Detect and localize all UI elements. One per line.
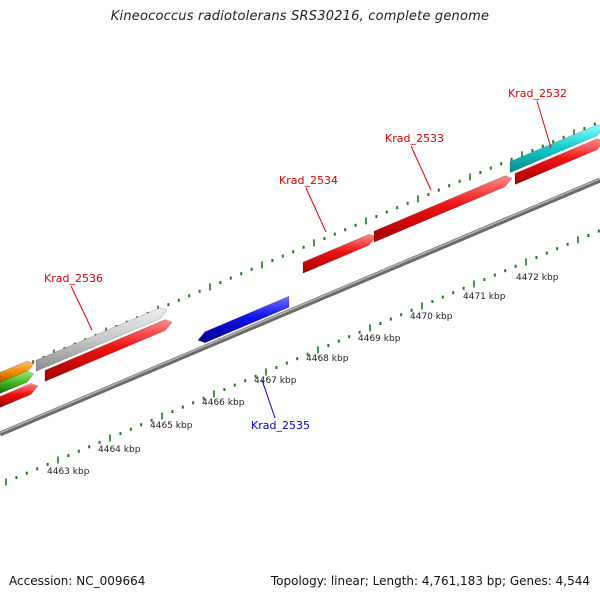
gene-features: [0, 124, 600, 408]
scale-label: 4471 kbp: [463, 292, 506, 302]
scale-label: 4466 kbp: [202, 398, 245, 408]
callout-line-krad-2532: [536, 100, 552, 149]
gene-label[interactable]: Krad_2533: [385, 132, 444, 145]
map-title: Kineococcus radiotolerans SRS30216, comp…: [110, 9, 490, 24]
scale-label: 4468 kbp: [306, 354, 349, 364]
gene-arrow[interactable]: [0, 360, 35, 384]
scale-label: 4463 kbp: [47, 467, 90, 477]
gene-arrow[interactable]: [0, 370, 35, 394]
gene-arrow[interactable]: [197, 295, 290, 344]
scale-label: 4470 kbp: [410, 312, 453, 322]
gene-arrow[interactable]: [302, 233, 377, 274]
callout-line-krad-2534: [305, 187, 327, 233]
accession-text: Accession: NC_009664: [9, 574, 146, 588]
genome-backbone-highlight: [0, 178, 600, 434]
scale-label: 4472 kbp: [516, 273, 559, 283]
gene-arrow[interactable]: [514, 138, 600, 185]
callout-line-krad-2533: [410, 145, 432, 191]
gene-label[interactable]: Krad_2534: [279, 174, 338, 187]
gene-label[interactable]: Krad_2536: [44, 272, 103, 285]
scale-label: 4465 kbp: [150, 421, 193, 431]
gene-arrow[interactable]: [509, 124, 600, 174]
topology-text: Topology: linear; Length: 4,761,183 bp; …: [270, 574, 590, 588]
scale-label: 4469 kbp: [358, 334, 401, 344]
gene-arrow[interactable]: [0, 383, 39, 408]
genome-backbone: [0, 177, 600, 437]
callout-line-krad-2536: [70, 285, 93, 331]
gene-label[interactable]: Krad_2532: [508, 87, 567, 100]
lower-tick-track: [5, 229, 600, 486]
scale-label: 4464 kbp: [98, 445, 141, 455]
gene-arrow[interactable]: [35, 307, 168, 372]
gene-label[interactable]: Krad_2535: [251, 419, 310, 432]
gene-arrow[interactable]: [44, 319, 173, 382]
gene-arrow[interactable]: [373, 175, 513, 243]
callout-line-krad-2535: [261, 379, 276, 419]
scale-label: 4467 kbp: [254, 376, 297, 386]
